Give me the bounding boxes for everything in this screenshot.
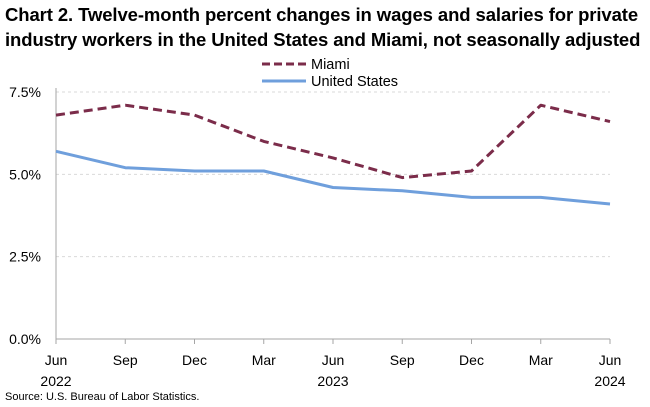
y-tick-label: 2.5% bbox=[9, 249, 41, 265]
x-tick-label: Dec bbox=[182, 352, 207, 368]
x-tick-label: Jun bbox=[45, 352, 68, 368]
series-lines bbox=[55, 103, 611, 206]
axes bbox=[55, 88, 611, 344]
x-tick-label: Jun bbox=[599, 352, 622, 368]
y-tick-label: 5.0% bbox=[9, 166, 41, 182]
x-tick-label: Jun bbox=[322, 352, 345, 368]
y-tick-label: 0.0% bbox=[9, 331, 41, 347]
y-tick-label: 7.5% bbox=[9, 84, 41, 100]
x-tick-label: Dec bbox=[459, 352, 484, 368]
x-tick-label: Mar bbox=[529, 352, 553, 368]
x-tick-label: Mar bbox=[252, 352, 276, 368]
x-tick-year-label: 2022 bbox=[40, 373, 71, 389]
x-tick-year-label: 2024 bbox=[594, 373, 625, 389]
legend-label-united-states: United States bbox=[311, 74, 398, 90]
series-line-miami bbox=[55, 103, 611, 180]
x-tick-label: Sep bbox=[113, 352, 138, 368]
chart-title: Chart 2. Twelve-month percent changes in… bbox=[5, 4, 641, 50]
tick-labels: 0.0% 2.5% 5.0% 7.5% Jun 2022 Sep Dec Mar Jun 2023 S… bbox=[9, 84, 626, 389]
x-tick-year-label: 2023 bbox=[317, 373, 348, 389]
legend-label-miami: Miami bbox=[311, 57, 350, 73]
gridlines bbox=[56, 91, 610, 258]
source-note: Source: U.S. Bureau of Labor Statistics. bbox=[5, 391, 200, 403]
x-tick-label: Sep bbox=[390, 352, 415, 368]
